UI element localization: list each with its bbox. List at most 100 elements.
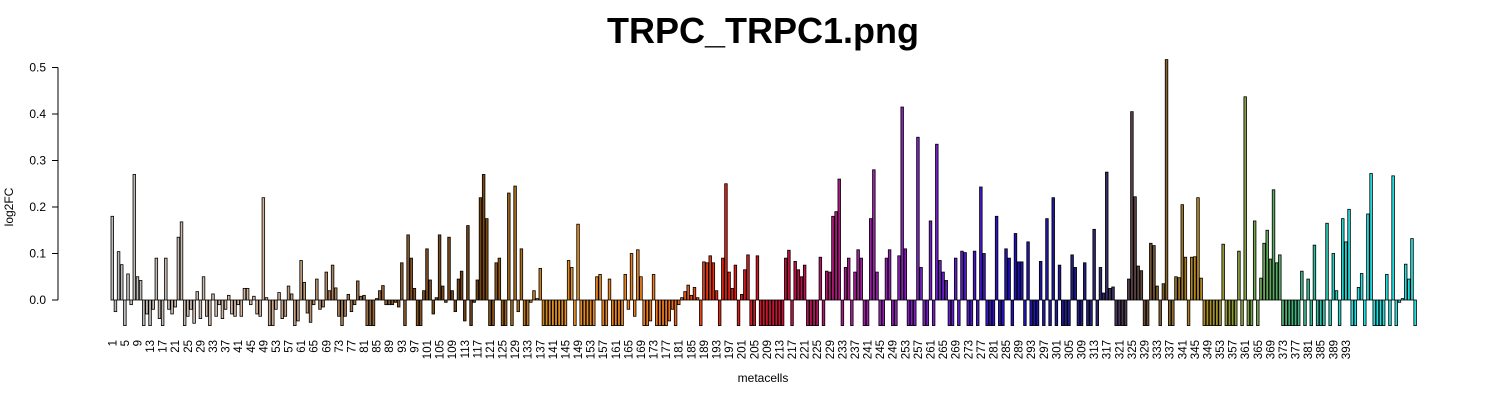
bar	[651, 274, 656, 301]
bar	[570, 267, 574, 301]
bar	[1410, 238, 1414, 301]
y-tick-label: 0.3	[29, 154, 46, 168]
x-tick-label: 69	[321, 340, 333, 353]
bar	[1372, 299, 1376, 326]
bar	[110, 215, 114, 301]
bar	[1278, 254, 1282, 301]
x-tick-label: 125	[498, 340, 510, 359]
x-tick-label: 261	[926, 340, 938, 359]
bar	[349, 299, 354, 313]
x-tick-label: 1	[107, 340, 119, 346]
bar	[1312, 244, 1317, 301]
x-tick-label: 9	[133, 340, 145, 346]
x-tick-label: 337	[1165, 340, 1177, 359]
y-tick-label: 0.4	[29, 107, 46, 121]
bar	[1164, 59, 1169, 301]
bar	[774, 299, 778, 326]
bar	[1089, 299, 1093, 326]
bar	[928, 220, 933, 301]
bar	[1262, 242, 1266, 301]
bar	[799, 276, 804, 301]
bar	[1271, 189, 1276, 301]
bar	[1130, 111, 1134, 301]
bar	[1060, 299, 1065, 326]
bar	[988, 299, 992, 326]
bar	[173, 299, 177, 308]
bar	[334, 287, 338, 301]
bar	[884, 257, 889, 301]
bar	[1274, 262, 1279, 301]
bar	[1287, 299, 1291, 326]
bar	[305, 299, 310, 314]
bar	[267, 299, 272, 326]
x-tick-label: 301	[1051, 340, 1063, 359]
bar	[503, 299, 508, 326]
bar	[164, 257, 168, 301]
bar	[113, 299, 118, 313]
bar	[853, 271, 857, 301]
bar	[500, 299, 505, 326]
x-tick-label: 177	[661, 340, 673, 359]
bar	[872, 169, 876, 301]
bar	[847, 257, 851, 301]
bar	[1227, 299, 1232, 326]
bar	[749, 299, 753, 326]
bar	[1120, 299, 1125, 326]
bar	[705, 262, 709, 301]
bar	[755, 255, 760, 301]
bar	[588, 299, 593, 326]
bar	[1023, 299, 1027, 326]
chart-title: TRPC_TRPC1.png	[607, 10, 919, 51]
bar	[1290, 299, 1295, 326]
bar	[223, 299, 228, 310]
bar	[1205, 299, 1210, 326]
bar	[456, 278, 461, 301]
bar	[667, 299, 672, 322]
bar	[365, 299, 369, 326]
x-tick-label: 65	[309, 340, 321, 353]
bar	[1070, 254, 1074, 301]
bar	[607, 278, 612, 301]
bar	[818, 256, 823, 301]
bar	[170, 299, 174, 315]
bar	[963, 252, 967, 301]
bar	[428, 279, 432, 301]
bar	[245, 287, 250, 301]
bar	[318, 299, 322, 310]
bar	[629, 253, 634, 301]
bar	[689, 294, 694, 301]
bar	[768, 299, 772, 326]
bar	[1300, 270, 1304, 301]
bar	[1369, 173, 1373, 301]
bar	[1076, 299, 1081, 326]
bar	[626, 299, 631, 310]
bar	[802, 264, 807, 301]
bar	[192, 299, 196, 324]
x-tick-label: 21	[170, 340, 182, 353]
bar	[1341, 218, 1345, 301]
x-tick-label: 281	[988, 340, 1000, 359]
bar	[1067, 299, 1071, 326]
y-tick-label: 0.5	[29, 61, 46, 75]
x-tick-label: 33	[208, 340, 220, 353]
bar	[957, 299, 961, 326]
bar	[648, 299, 653, 322]
bar	[809, 299, 813, 326]
bar	[327, 290, 332, 301]
bar	[991, 299, 996, 326]
bar	[1190, 256, 1194, 301]
bar	[727, 271, 731, 301]
bar	[982, 253, 986, 301]
bar	[636, 249, 640, 301]
bar	[393, 299, 398, 303]
bar	[906, 299, 911, 326]
bar	[1186, 299, 1191, 326]
bar	[126, 273, 130, 301]
bar	[950, 299, 955, 326]
x-tick-label: 309	[1077, 340, 1089, 359]
bar	[312, 299, 316, 306]
bar	[717, 299, 722, 326]
bar	[1319, 299, 1323, 326]
bar	[1381, 299, 1386, 326]
